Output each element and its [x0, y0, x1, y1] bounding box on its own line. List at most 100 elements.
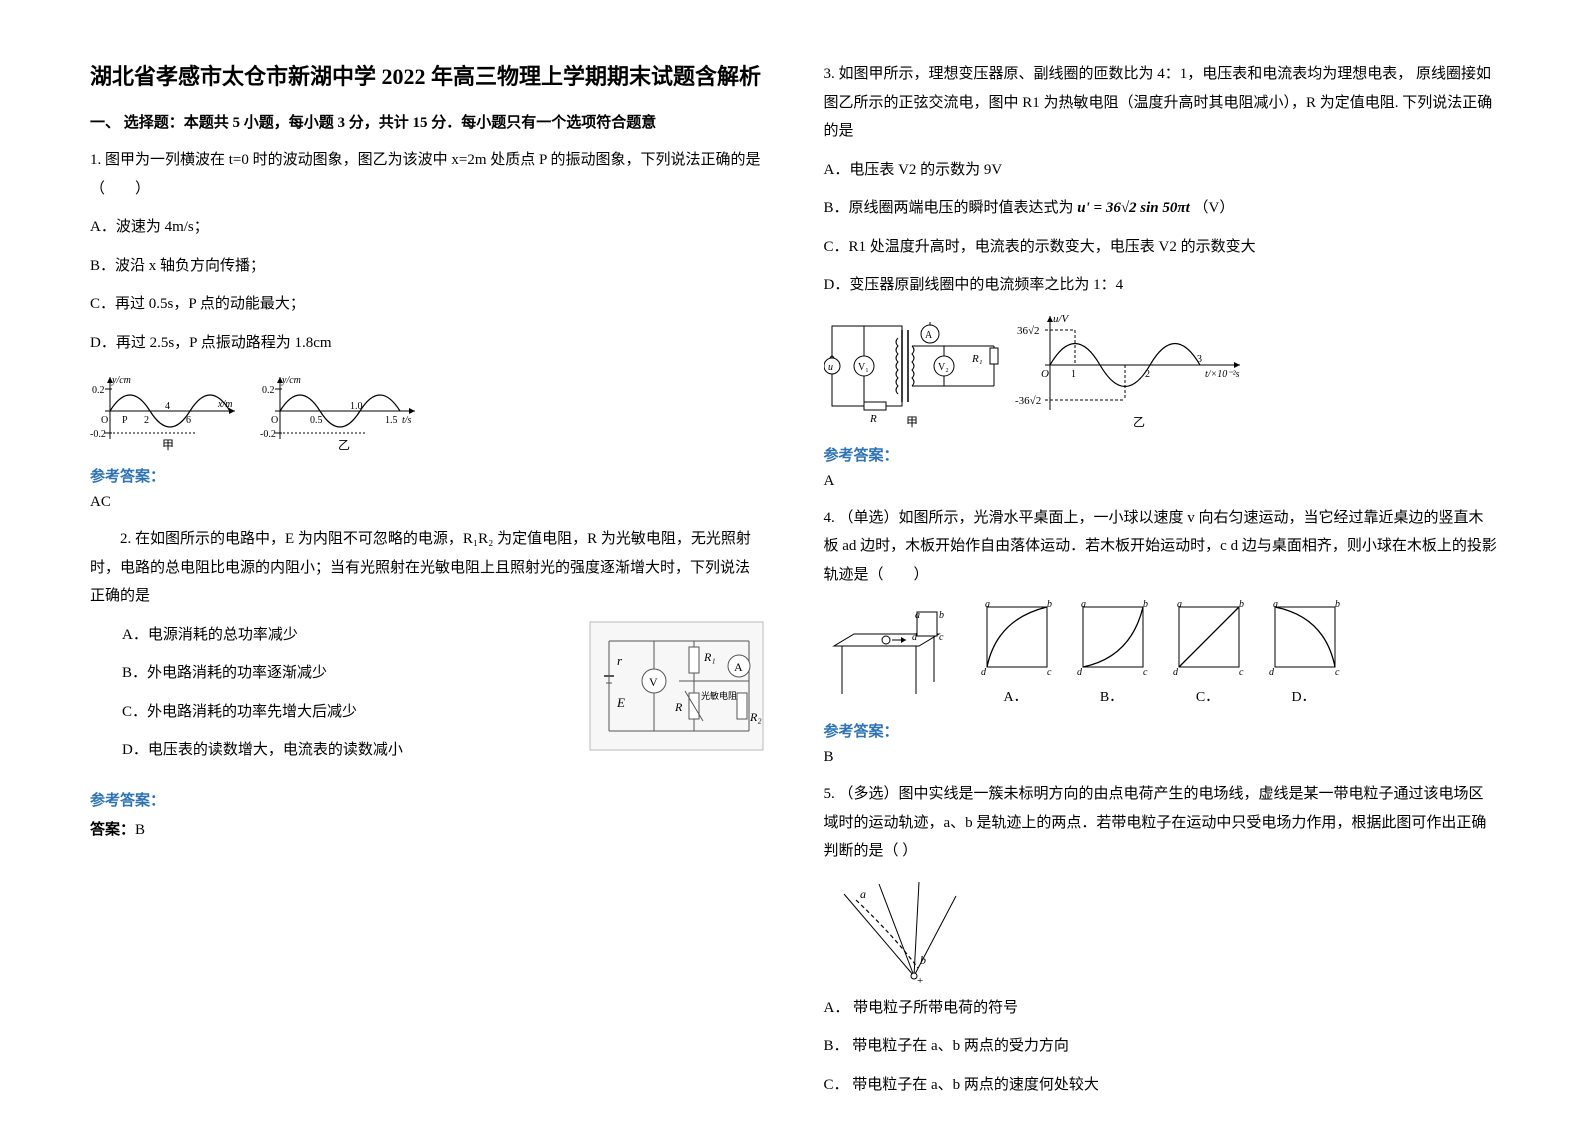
q3-label-V2: V₂: [938, 362, 949, 373]
svg-text:d: d: [1269, 667, 1275, 677]
q3-sine-ymax: 36√2: [1017, 325, 1040, 337]
q2-ans: 答案：B: [90, 818, 764, 839]
q3-opt-c: C．R1 处温度升高时，电流表的示数变大，电压表 V2 的示数变大: [824, 233, 1498, 262]
q2-opt-c: C．外电路消耗的功率先增大后减少: [122, 698, 559, 727]
q3-stem: 3. 如图甲所示，理想变压器原、副线圈的匝数比为 4：1，电压表和电流表均为理想…: [824, 60, 1498, 146]
q3-opt-b-pre: B．原线圈两端电压的瞬时值表达式为: [824, 200, 1074, 216]
svg-text:a: a: [1273, 599, 1278, 610]
svg-text:a: a: [1177, 599, 1182, 610]
q3-sine-ylabel: u/V: [1053, 313, 1070, 325]
q1-stem: 1. 图甲为一列横波在 t=0 时的波动图象，图乙为该波中 x=2m 处质点 P…: [90, 146, 764, 203]
svg-text:d: d: [1173, 667, 1179, 677]
q3-opt-b: B．原线圈两端电压的瞬时值表达式为 u' = 36√2 sin 50πt （V）: [824, 194, 1498, 223]
q2-label-V: V: [649, 675, 658, 689]
q3-opt-d: D．变压器原副线圈中的电流频率之比为 1：4: [824, 271, 1498, 300]
q3-label-R: R: [869, 413, 877, 425]
q3-ans-label: 参考答案：: [824, 444, 1498, 465]
q1-g1-sub: 甲: [162, 438, 174, 451]
q2-label-R: R: [674, 700, 683, 714]
q2-opt-d: D．电压表的读数增大，电流表的读数减小: [122, 736, 559, 765]
q4-opt-c-fig: a b c d C．: [1169, 599, 1247, 706]
q5-opt-b: B． 带电粒子在 a、b 两点的受力方向: [824, 1032, 1498, 1061]
q2-label-R1: R₁: [703, 650, 716, 664]
q4-ans-label: 参考答案：: [824, 720, 1498, 741]
q5-stem: 5. （多选）图中实线是一簇未标明方向的由点电荷产生的电场线，虚线是某一带电粒子…: [824, 780, 1498, 866]
q4-opt-a-label: A．: [977, 686, 1055, 706]
q3-sine-sub: 乙: [1133, 415, 1145, 429]
q3-circuit-diagram: u V₁ A V₂: [824, 310, 1009, 430]
svg-text:c: c: [1047, 667, 1052, 677]
q3-figures: u V₁ A V₂: [824, 310, 1498, 430]
q2-ans-prefix: 答案：: [90, 822, 135, 838]
q1-g1-ymax: 0.2: [92, 385, 105, 396]
svg-text:d: d: [981, 667, 987, 677]
q1-g1-tick1: 2: [144, 415, 149, 426]
svg-text:b: b: [1335, 599, 1340, 610]
q1-graph1-wave: 0.2 -0.2 y/cm x/m O P 2 4 6 甲: [90, 371, 240, 451]
section-heading: 一、 选择题：本题共 5 小题，每小题 3 分，共计 15 分．每小题只有一个选…: [90, 111, 764, 132]
svg-text:O: O: [101, 415, 108, 426]
q4-figures: a b c d a b c d A．: [824, 599, 1498, 706]
svg-text:b: b: [1143, 599, 1148, 610]
left-column: 湖北省孝感市太仓市新湖中学 2022 年高三物理上学期期末试题含解析 一、 选择…: [90, 60, 764, 1082]
exam-title: 湖北省孝感市太仓市新湖中学 2022 年高三物理上学期期末试题含解析: [90, 60, 764, 93]
q1-ans-label: 参考答案：: [90, 465, 764, 486]
q4-stem: 4. （单选）如图所示，光滑水平桌面上，一小球以速度 v 向右匀速运动，当它经过…: [824, 504, 1498, 590]
q1-opt-d: D．再过 2.5s，P 点振动路程为 1.8cm: [90, 329, 764, 358]
q2-opt-b: B．外电路消耗的功率逐渐减少: [122, 659, 559, 688]
q3-label-R1: R₁: [971, 353, 983, 365]
q3-sine-t3: 3: [1197, 354, 1202, 365]
q3-label-u: u: [828, 362, 833, 373]
q1-g1-xlabel: x/m: [217, 399, 232, 410]
q3-sine-ymin: -36√2: [1015, 395, 1041, 407]
svg-text:O: O: [1041, 368, 1049, 380]
q3-label-V1: V₁: [858, 362, 869, 373]
svg-text:P: P: [122, 415, 128, 426]
svg-text:a: a: [985, 599, 990, 610]
q4-table-diagram: a b c d: [824, 606, 959, 706]
q3-sine-t1: 1: [1071, 369, 1076, 380]
svg-text:a: a: [1081, 599, 1086, 610]
svg-text:c: c: [1335, 667, 1340, 677]
q5-label-b: b: [920, 953, 926, 967]
q1-g2-tick2: 1.0: [350, 401, 363, 412]
q3-sine-xlabel: t/×10⁻²s: [1205, 369, 1240, 380]
q3-opt-b-post: （V）: [1194, 200, 1235, 216]
q2-label-ldr: 光敏电阻: [701, 690, 737, 701]
q3-sine-graph: 36√2 -36√2 u/V O 1 2 3 t/×10⁻²s 乙: [1015, 310, 1250, 430]
q5-label-a: a: [860, 887, 866, 901]
q4-ans: B: [824, 749, 1498, 766]
q4-opt-b-fig: a b c d B．: [1073, 599, 1151, 706]
q1-opt-c: C．再过 0.5s，P 点的动能最大；: [90, 290, 764, 319]
q1-g2-ymin: -0.2: [260, 429, 276, 440]
q5-field-diagram: + a b: [824, 876, 974, 986]
q3-opt-a: A．电压表 V2 的示数为 9V: [824, 156, 1498, 185]
q4-opt-d-fig: a b c d D．: [1265, 599, 1343, 706]
q1-opt-b: B．波沿 x 轴负方向传播；: [90, 252, 764, 281]
q1-g2-xlabel: t/s: [402, 415, 412, 426]
right-column: 3. 如图甲所示，理想变压器原、副线圈的匝数比为 4：1，电压表和电流表均为理想…: [824, 60, 1498, 1082]
q2-label-R2: R₂: [749, 710, 762, 724]
q3-opt-b-formula: u' = 36√2 sin 50πt: [1077, 200, 1190, 216]
q2-opt-a: A．电源消耗的总功率减少: [122, 621, 559, 650]
svg-text:c: c: [1239, 667, 1244, 677]
q4-tbl-c: c: [939, 632, 944, 643]
q1-g1-tick3: 6: [186, 415, 191, 426]
svg-text:O: O: [271, 415, 278, 426]
q2-label-E: E: [616, 695, 625, 710]
q1-g2-tick1: 0.5: [310, 415, 323, 426]
q2-ans-label: 参考答案：: [90, 789, 764, 810]
q1-g1-ymin: -0.2: [90, 429, 106, 440]
q5-opt-a: A． 带电粒子所带电荷的符号: [824, 994, 1498, 1023]
q1-g1-ylabel: y/cm: [111, 375, 131, 386]
svg-text:b: b: [1047, 599, 1052, 610]
svg-text:b: b: [1239, 599, 1244, 610]
q2-label-A: A: [734, 660, 743, 674]
q2-circuit-diagram: E r V R₁ R 光敏电阻: [589, 621, 764, 751]
q1-g2-tick3: 1.5: [385, 415, 398, 426]
q2-stem: 2. 在如图所示的电路中，E 为内阻不可忽略的电源，R₁R₂ 为定值电阻，R 为…: [90, 525, 764, 611]
q5-opt-c: C． 带电粒子在 a、b 两点的速度何处较大: [824, 1071, 1498, 1100]
q3-label-A: A: [925, 330, 933, 341]
q3-circuit-sub: 甲: [906, 415, 918, 429]
q1-ans: AC: [90, 494, 764, 511]
